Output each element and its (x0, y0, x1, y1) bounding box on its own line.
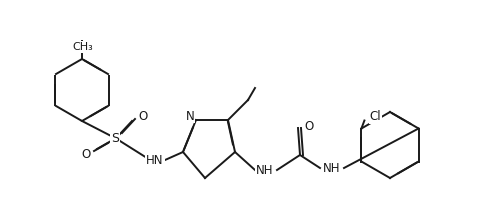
Text: O: O (304, 120, 314, 132)
Text: Cl: Cl (369, 110, 381, 123)
Text: NH: NH (256, 163, 274, 177)
Text: NH: NH (323, 161, 341, 175)
Text: N: N (185, 109, 195, 123)
Text: O: O (81, 147, 91, 161)
Text: HN: HN (146, 154, 164, 166)
Text: O: O (138, 109, 148, 123)
Text: S: S (111, 132, 119, 144)
Text: CH₃: CH₃ (73, 42, 93, 52)
